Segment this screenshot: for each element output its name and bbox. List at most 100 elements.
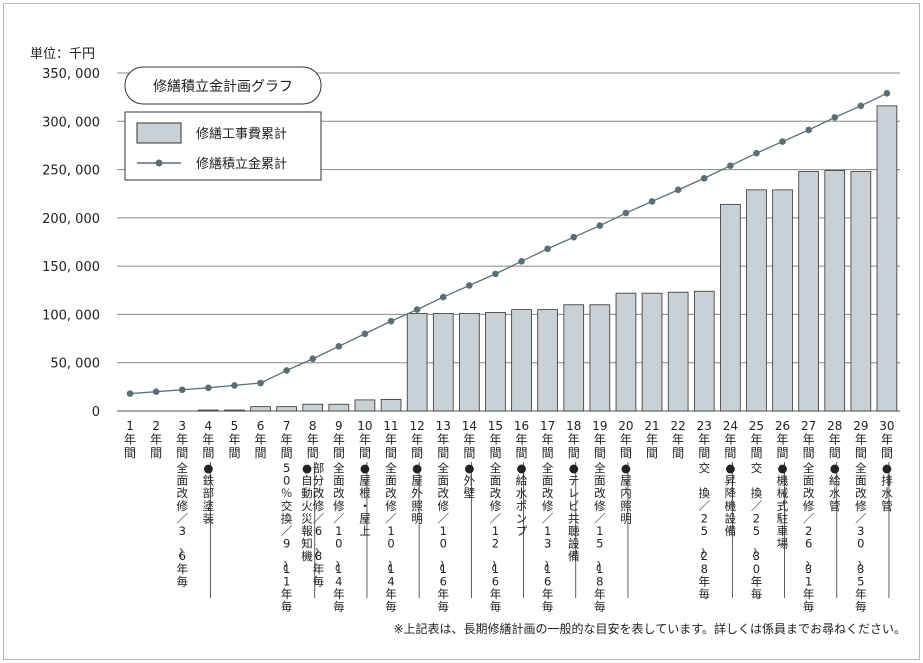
line-point [883, 89, 891, 97]
title-box: 修繕積立金計画グラフ [124, 66, 322, 105]
line-point [335, 342, 343, 350]
bar [380, 399, 402, 412]
x-tick-label: 14 年間 [462, 419, 477, 460]
line-point [518, 258, 525, 265]
y-tick-label: 50, 000 [50, 357, 100, 372]
bar [746, 189, 767, 412]
line-point [309, 355, 317, 363]
x-tick-label: 1 年間 [124, 419, 136, 460]
x-tick-label: 30 年間 [879, 419, 894, 460]
line-series [126, 89, 891, 397]
bar [824, 170, 846, 412]
bar [328, 403, 350, 412]
line-point [700, 174, 708, 182]
annotation-label: 全面改修／ 3 〜6 年毎 [174, 461, 189, 588]
bar [772, 189, 793, 412]
footnote: ※上記表は、長期修繕計画の一般的な目安を表しています。詳しくは係員までお尋ねくだ… [394, 621, 907, 636]
line-point [152, 388, 160, 395]
line-point [126, 390, 134, 397]
x-tick-label: 8 年間 [307, 419, 319, 460]
annotation-label: 全面改修／ 1 5 〜1 8 年毎 [591, 461, 606, 614]
bar [459, 313, 480, 412]
series-line [130, 92, 888, 395]
annotation-label: ●屋内照明 [620, 461, 632, 525]
annotations: 全面改修／ 3 〜6 年毎 ●鉄部塗装 5 0 ％交換／ 9 〜1 1 年毎 ●自動火災報知機部分改修／… [174, 461, 894, 614]
bar [720, 203, 741, 412]
x-tick-label: 24 年間 [723, 419, 738, 460]
annotation-label: ●機械式駐車場 [777, 461, 789, 551]
annotation-label: 全面改修／ 1 2 〜1 6 年毎 [487, 461, 502, 614]
line-point [492, 270, 499, 278]
y-tick-label: 100, 000 [42, 308, 100, 323]
line-point [466, 282, 473, 289]
x-axis-ticks: 1 年間 2 年間 3 年間 4 年間 5 年間 6 年間 7 年間 8 年間 9 年間 10 年間 11 年間 12 年間 1… [124, 419, 895, 460]
annotation-label: ●自動火災報知機 [301, 461, 313, 563]
line-point [178, 386, 186, 394]
legend: 修繕工事費累計 修繕積立金累計 [124, 111, 322, 181]
annotation-label: ●屋根・屋上 [359, 461, 371, 538]
annotation-label: ●給水管 [829, 461, 841, 513]
x-tick-label: 19 年間 [592, 419, 607, 460]
line-point [283, 367, 290, 374]
line-point [544, 245, 551, 253]
bar [511, 309, 532, 412]
legend-bar-swatch [136, 122, 182, 144]
x-tick-label: 13 年間 [436, 419, 451, 460]
x-tick-label: 17 年間 [540, 419, 555, 460]
line-point [205, 384, 212, 392]
line-point [805, 126, 812, 134]
y-tick-label: 0 [92, 405, 100, 420]
line-point [570, 233, 578, 241]
y-tick-label: 250, 000 [42, 164, 100, 179]
bar [406, 313, 428, 412]
line-point [648, 198, 656, 205]
annotation-label: 全面改修／ 1 3 〜1 6 年毎 [539, 461, 554, 614]
x-tick-label: 10 年間 [357, 419, 372, 460]
x-tick-label: 11 年間 [383, 419, 398, 460]
line-point [622, 209, 630, 217]
unit-label: 単位：千円 [30, 46, 95, 62]
x-tick-label: 27 年間 [801, 419, 816, 460]
line-point [231, 382, 238, 389]
x-tick-label: 7 年間 [281, 419, 293, 460]
legend-line-label: 修繕積立金累計 [196, 156, 287, 172]
annotation-label: 5 0 ％交換／ 9 〜1 1 年毎 [278, 461, 293, 614]
y-tick-label: 150, 000 [42, 260, 100, 275]
x-tick-label: 21 年間 [644, 419, 659, 460]
annotation-label: 全面改修／ 3 0 〜3 5 年毎 [852, 461, 867, 614]
annotation-label: 全面改修／ 1 0 〜1 4 年毎 [382, 461, 397, 614]
bar [615, 292, 637, 412]
line-point [439, 293, 447, 301]
x-tick-label: 6 年間 [255, 419, 267, 460]
x-tick-label: 3 年間 [176, 419, 188, 460]
bar [693, 290, 715, 412]
x-tick-label: 25 年間 [749, 419, 764, 460]
annotation-label: ●屋外照明 [411, 461, 423, 525]
x-tick-label: 5 年間 [228, 419, 240, 460]
line-point [727, 162, 734, 170]
x-tick-label: 16 年間 [514, 419, 529, 460]
line-point [779, 138, 786, 145]
annotation-label: 全面改修／ 1 0 〜1 6 年毎 [435, 461, 450, 614]
x-tick-label: 20 年間 [618, 419, 633, 460]
bar [198, 409, 219, 412]
annotation-label: 交 換／ 2 5 〜2 8 年毎 [696, 461, 711, 601]
legend-line-marker [155, 159, 163, 167]
bar [224, 409, 245, 412]
line-point [753, 149, 760, 157]
annotation-label: 全面改修／ 2 6 〜3 1 年毎 [800, 461, 815, 614]
bar-series [198, 105, 898, 412]
bar [432, 313, 454, 412]
annotation-label: 交 換／ 2 5 〜3 0 年毎 [748, 461, 763, 601]
bar [563, 304, 585, 412]
bar [537, 309, 558, 412]
x-tick-label: 4 年間 [202, 419, 214, 460]
legend-bar-label: 修繕工事費累計 [196, 126, 287, 142]
x-tick-label: 15 年間 [488, 419, 503, 460]
line-point [596, 222, 604, 229]
annotation-label: ●給水ポンプ [516, 461, 528, 538]
x-tick-label: 26 年間 [775, 419, 790, 460]
x-tick-label: 9 年間 [333, 419, 345, 460]
bar [354, 399, 376, 412]
